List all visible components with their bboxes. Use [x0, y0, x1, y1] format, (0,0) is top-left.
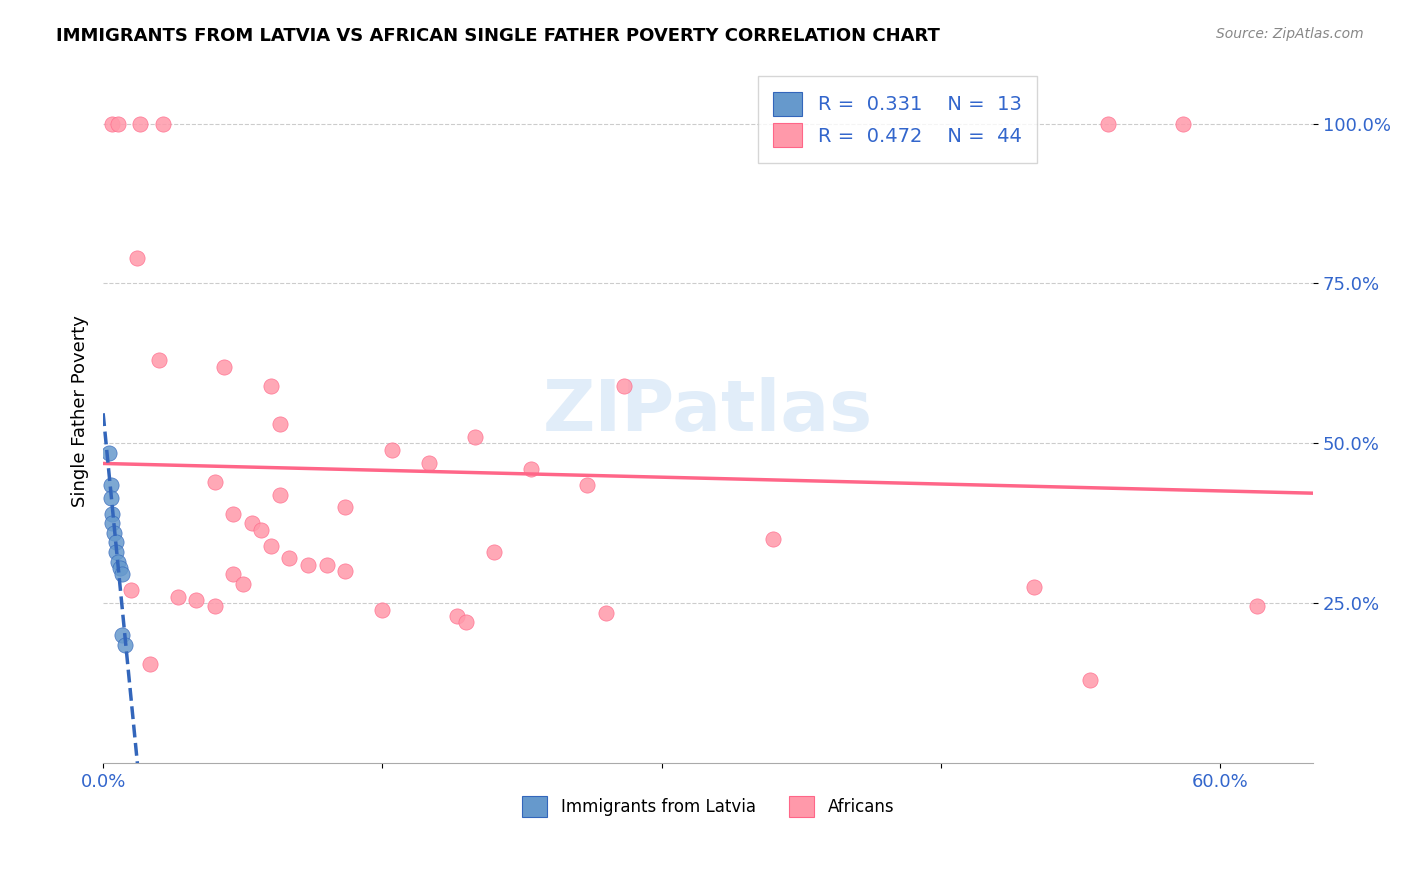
Point	[1078, 673, 1101, 687]
Point	[148, 353, 170, 368]
Point	[576, 478, 599, 492]
Point	[105, 535, 128, 549]
Point	[278, 551, 301, 566]
Point	[108, 561, 131, 575]
Point	[1246, 599, 1268, 614]
Point	[105, 545, 128, 559]
Point	[114, 638, 136, 652]
Point	[418, 456, 440, 470]
Point	[1097, 117, 1119, 131]
Point	[371, 602, 394, 616]
Point	[129, 117, 152, 131]
Point	[260, 539, 283, 553]
Point	[101, 516, 124, 531]
Point	[204, 475, 226, 489]
Point	[97, 446, 120, 460]
Point	[613, 378, 636, 392]
Point	[186, 593, 208, 607]
Point	[120, 583, 142, 598]
Point	[297, 558, 319, 572]
Point	[482, 545, 505, 559]
Point	[125, 251, 148, 265]
Point	[212, 359, 235, 374]
Point	[107, 117, 129, 131]
Point	[381, 442, 404, 457]
Text: IMMIGRANTS FROM LATVIA VS AFRICAN SINGLE FATHER POVERTY CORRELATION CHART: IMMIGRANTS FROM LATVIA VS AFRICAN SINGLE…	[56, 27, 941, 45]
Point	[107, 555, 129, 569]
Point	[232, 577, 254, 591]
Point	[101, 117, 124, 131]
Point	[595, 606, 617, 620]
Point	[456, 615, 478, 630]
Point	[100, 478, 122, 492]
Point	[222, 567, 245, 582]
Point	[333, 564, 356, 578]
Point	[222, 507, 245, 521]
Point	[520, 462, 543, 476]
Point	[111, 628, 134, 642]
Point	[1171, 117, 1194, 131]
Point	[446, 609, 468, 624]
Point	[260, 378, 283, 392]
Point	[269, 487, 291, 501]
Point	[762, 533, 785, 547]
Point	[333, 500, 356, 515]
Point	[101, 507, 124, 521]
Point	[269, 417, 291, 432]
Point	[204, 599, 226, 614]
Point	[1022, 580, 1045, 594]
Y-axis label: Single Father Poverty: Single Father Poverty	[72, 316, 89, 508]
Point	[464, 430, 486, 444]
Point	[240, 516, 263, 531]
Point	[152, 117, 174, 131]
Point	[103, 525, 125, 540]
Point	[138, 657, 160, 671]
Text: ZIPatlas: ZIPatlas	[543, 376, 873, 446]
Point	[100, 491, 122, 505]
Point	[166, 590, 188, 604]
Point	[250, 523, 273, 537]
Legend: Immigrants from Latvia, Africans: Immigrants from Latvia, Africans	[515, 789, 903, 825]
Point	[111, 567, 134, 582]
Point	[315, 558, 337, 572]
Text: Source: ZipAtlas.com: Source: ZipAtlas.com	[1216, 27, 1364, 41]
